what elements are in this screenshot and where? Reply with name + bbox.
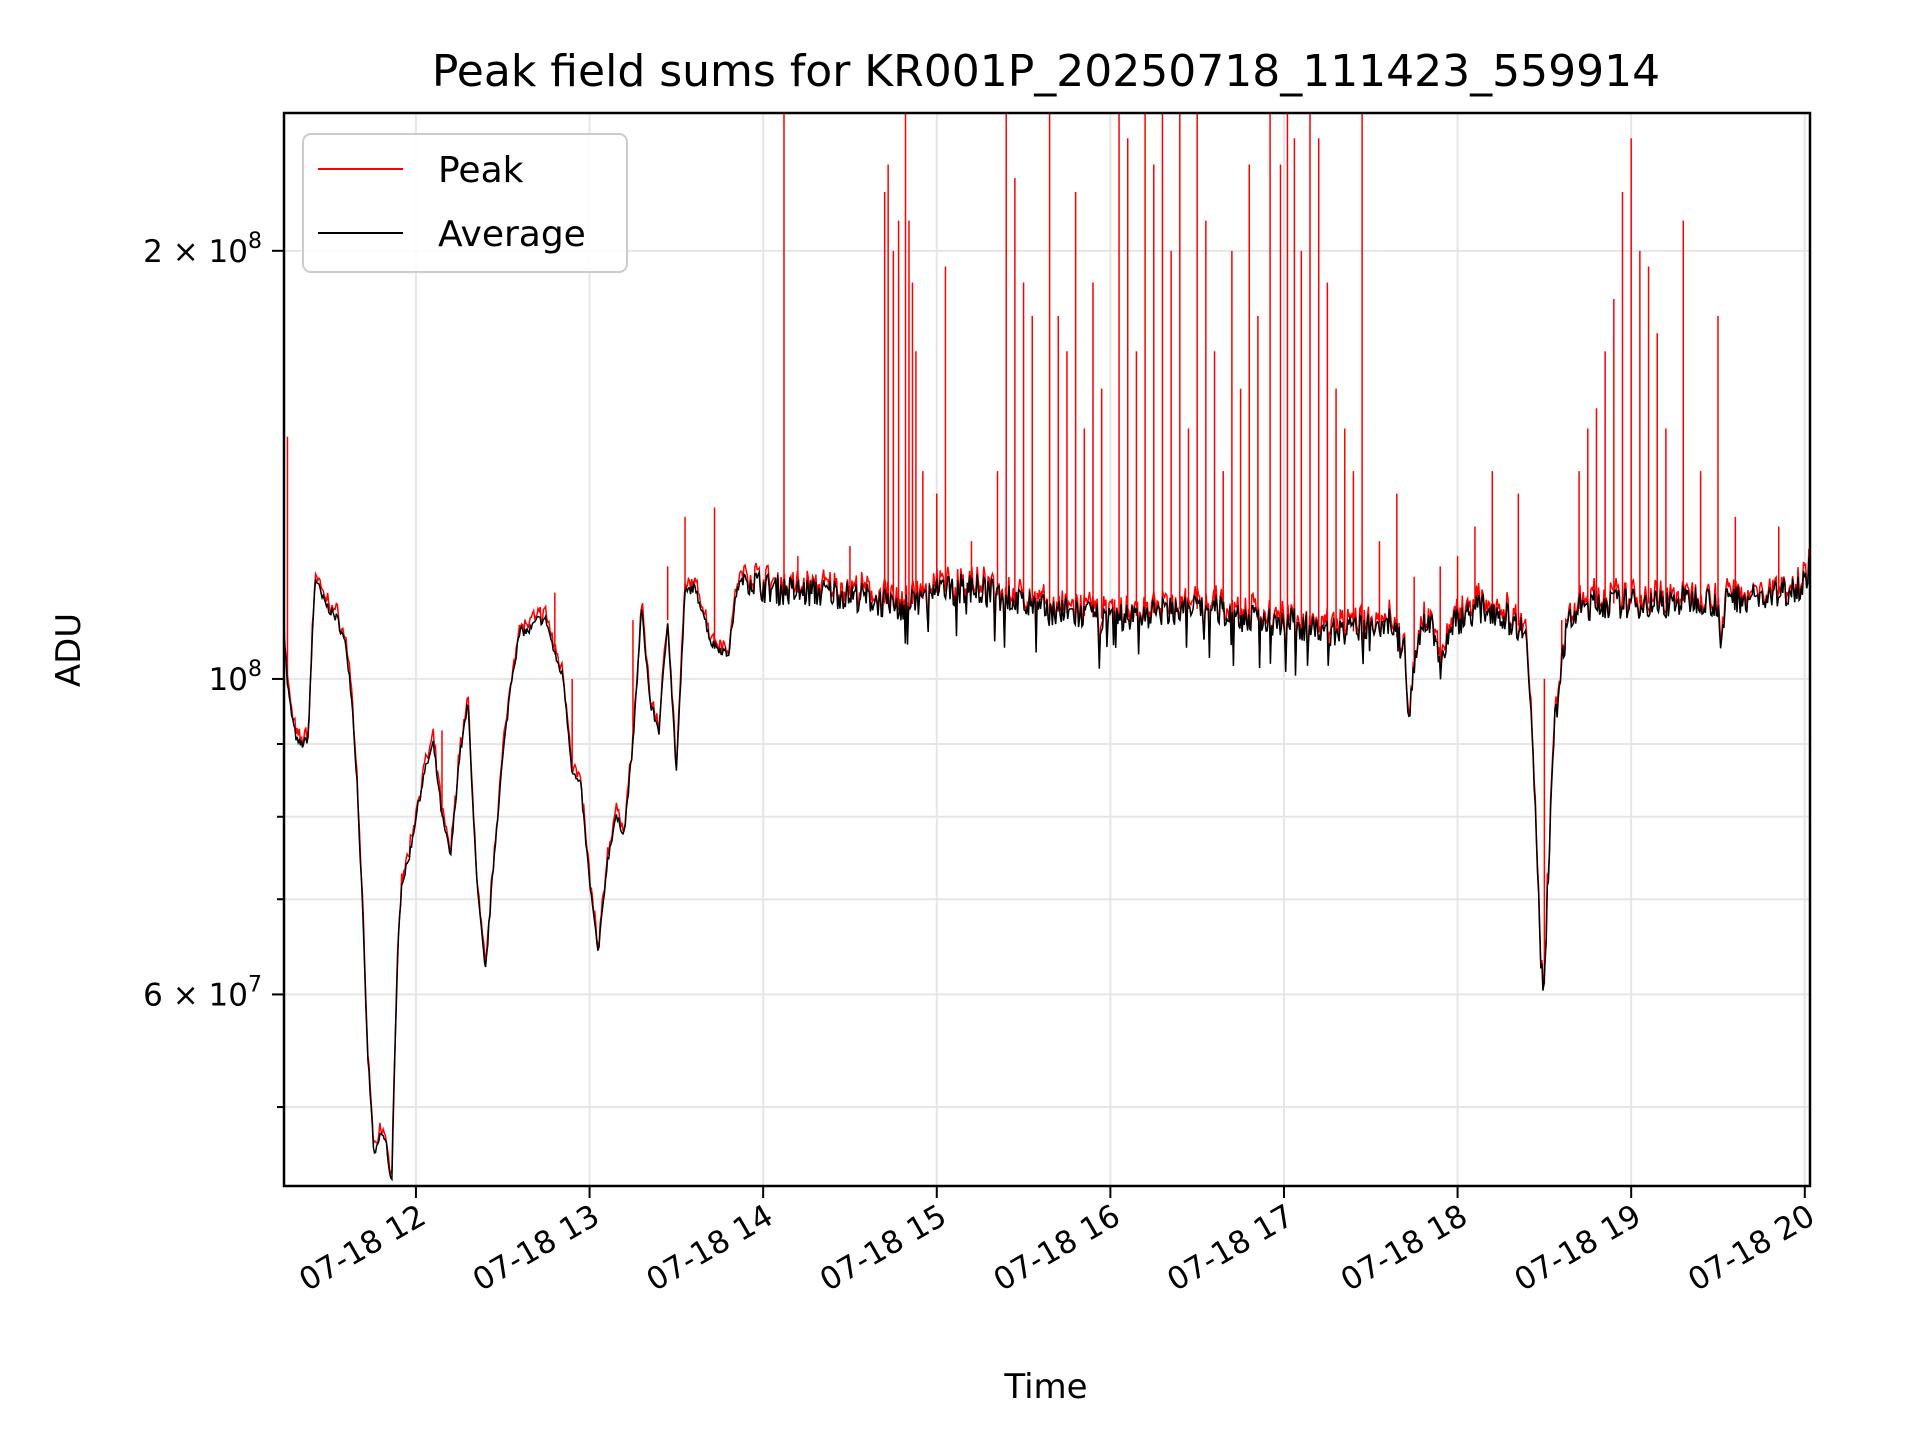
x-tick-label: 07-18 19	[1508, 1198, 1647, 1299]
x-tick-label: 07-18 12	[293, 1198, 432, 1299]
x-tick-label: 07-18 17	[1161, 1198, 1300, 1299]
x-tick-label: 07-18 14	[640, 1198, 779, 1299]
x-axis-label: Time	[1003, 1367, 1087, 1407]
y-axis-label: ADU	[49, 613, 89, 687]
plot-frame	[282, 111, 1812, 1188]
chart-title: Peak field sums for KR001P_20250718_1114…	[432, 46, 1660, 97]
y-tick-label: 6 × 107	[143, 972, 262, 1013]
x-tick-label: 07-18 20	[1682, 1198, 1821, 1299]
average-series-line	[284, 557, 1810, 1182]
y-tick-label: 2 × 108	[143, 229, 262, 270]
legend-label-average: Average	[438, 214, 586, 255]
plot-series	[284, 113, 1810, 1182]
x-tick-label: 07-18 13	[467, 1198, 606, 1299]
legend-label-peak: Peak	[438, 150, 524, 191]
x-tick-label: 07-18 16	[988, 1198, 1127, 1299]
legend: Peak Average	[302, 133, 628, 273]
grid	[284, 113, 1810, 1186]
peak-series-line	[284, 548, 1810, 1175]
x-tick-label: 07-18 18	[1335, 1198, 1474, 1299]
x-tick-label: 07-18 15	[814, 1198, 953, 1299]
x-axis: 07-18 12 07-18 13 07-18 14 07-18 15 07-18 16…	[293, 1186, 1821, 1299]
y-axis: 6 × 107 108 2 × 108	[143, 229, 284, 1109]
y-tick-label: 108	[209, 657, 262, 698]
